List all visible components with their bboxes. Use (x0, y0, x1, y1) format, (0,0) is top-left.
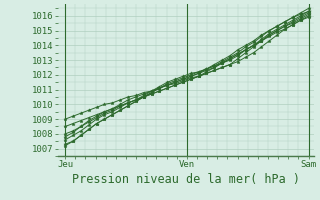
X-axis label: Pression niveau de la mer( hPa ): Pression niveau de la mer( hPa ) (72, 173, 300, 186)
